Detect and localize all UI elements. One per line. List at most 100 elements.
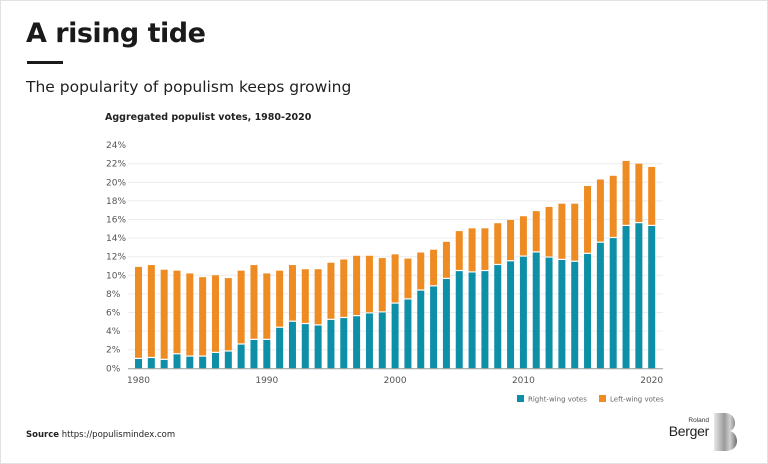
- bar-right-wing-1980: [135, 359, 142, 369]
- source-label: Source: [26, 430, 60, 440]
- bar-right-wing-1990: [263, 339, 271, 369]
- x-tick-label: 1980: [127, 376, 150, 386]
- bar-left-wing-2003: [430, 249, 438, 286]
- bar-left-wing-1987: [224, 278, 232, 351]
- bar-left-wing-1982: [160, 269, 168, 359]
- bar-right-wing-2019: [635, 223, 643, 369]
- legend-swatch-right-wing: [517, 395, 524, 402]
- bar-right-wing-1999: [378, 312, 386, 369]
- bar-left-wing-2013: [558, 203, 566, 259]
- bar-right-wing-2005: [455, 271, 463, 369]
- bar-right-wing-1983: [173, 354, 181, 369]
- bar-right-wing-2013: [558, 259, 566, 369]
- bar-right-wing-1985: [199, 356, 207, 369]
- bar-left-wing-2002: [417, 252, 425, 290]
- bar-right-wing-2017: [609, 238, 617, 369]
- bar-left-wing-2006: [468, 228, 476, 272]
- bar-right-wing-2018: [622, 226, 630, 369]
- y-tick-label: 6%: [106, 309, 121, 319]
- y-tick-label: 4%: [106, 327, 121, 337]
- bar-right-wing-2015: [584, 253, 592, 369]
- legend-label-right-wing: Right-wing votes: [528, 396, 587, 404]
- bar-right-wing-1996: [340, 318, 348, 369]
- bar-left-wing-2004: [442, 241, 450, 278]
- bar-right-wing-1995: [327, 319, 335, 369]
- bar-right-wing-2000: [391, 303, 399, 369]
- bar-right-wing-2001: [404, 299, 412, 369]
- x-tick-label: 1990: [255, 376, 278, 386]
- y-tick-label: 18%: [106, 197, 126, 207]
- bar-right-wing-2020: [648, 226, 656, 369]
- bar-left-wing-2020: [648, 166, 656, 225]
- bar-left-wing-1988: [237, 270, 245, 344]
- bar-right-wing-1991: [276, 327, 284, 369]
- title-divider: [27, 61, 63, 64]
- bar-right-wing-2012: [545, 257, 553, 369]
- bar-right-wing-2008: [494, 265, 502, 369]
- y-tick-label: 10%: [106, 271, 126, 281]
- logo-b-icon: [714, 413, 737, 451]
- bar-left-wing-2017: [609, 175, 617, 237]
- bar-left-wing-2016: [596, 179, 604, 242]
- bar-left-wing-2018: [622, 160, 630, 225]
- source-link[interactable]: https://populismindex.com: [61, 430, 176, 440]
- bar-left-wing-1993: [301, 269, 309, 323]
- bar-right-wing-1984: [186, 356, 194, 369]
- bar-right-wing-1982: [160, 359, 168, 369]
- bar-right-wing-2016: [596, 242, 604, 369]
- bar-right-wing-1981: [147, 358, 155, 369]
- page-title: A rising tide: [26, 18, 206, 49]
- bar-left-wing-2001: [404, 258, 412, 299]
- bar-right-wing-2014: [571, 261, 579, 369]
- legend-label-left-wing: Left-wing votes: [610, 396, 664, 404]
- bar-right-wing-2007: [481, 271, 489, 369]
- bar-left-wing-2008: [494, 223, 502, 264]
- bar-left-wing-1997: [353, 255, 361, 316]
- bar-left-wing-1994: [314, 269, 322, 325]
- bar-left-wing-1983: [173, 270, 181, 354]
- bar-right-wing-2010: [519, 256, 527, 369]
- y-tick-label: 8%: [106, 290, 121, 300]
- y-tick-label: 20%: [106, 178, 126, 188]
- page-subtitle: The popularity of populism keeps growing: [26, 78, 352, 96]
- bar-left-wing-1980: [135, 266, 142, 358]
- bar-right-wing-1992: [288, 321, 296, 369]
- chart-title: Aggregated populist votes, 1980-2020: [105, 112, 312, 123]
- bar-right-wing-2004: [442, 279, 450, 369]
- y-tick-label: 14%: [106, 234, 126, 244]
- bar-left-wing-1999: [378, 258, 386, 312]
- bar-left-wing-1986: [211, 275, 219, 352]
- bar-right-wing-1989: [250, 339, 258, 369]
- bar-left-wing-1985: [199, 277, 207, 356]
- source-note: Source https://populismindex.com: [26, 430, 175, 440]
- logo-text-top: Roland: [688, 417, 709, 424]
- y-tick-label: 22%: [106, 160, 126, 170]
- bar-left-wing-1996: [340, 259, 348, 317]
- bar-right-wing-1988: [237, 344, 245, 369]
- bar-left-wing-1990: [263, 273, 271, 339]
- bar-left-wing-2000: [391, 254, 399, 303]
- y-tick-label: 2%: [106, 346, 121, 356]
- x-tick-label: 2000: [384, 376, 407, 386]
- bar-left-wing-1989: [250, 265, 258, 339]
- y-tick-label: 24%: [106, 141, 126, 151]
- legend-swatch-left-wing: [599, 395, 606, 402]
- bar-right-wing-1986: [211, 352, 219, 369]
- bar-left-wing-2014: [571, 203, 579, 261]
- bar-right-wing-2003: [430, 286, 438, 369]
- bar-left-wing-2009: [507, 219, 515, 261]
- y-axis-ticks: 0% 2% 4% 6% 8% 10% 12% 14% 16% 18% 20% 22% 24%: [106, 141, 126, 374]
- legend: Right-wing votes Left-wing votes: [517, 395, 664, 404]
- bar-left-wing-2011: [532, 211, 540, 252]
- bar-left-wing-2010: [519, 216, 527, 256]
- bar-right-wing-2011: [532, 252, 540, 369]
- x-axis-ticks: 1980 1990 2000 2010 2020: [127, 368, 663, 386]
- bar-left-wing-2007: [481, 228, 489, 270]
- bars: [135, 160, 656, 369]
- bar-right-wing-1998: [365, 313, 373, 369]
- bar-left-wing-2015: [584, 186, 592, 253]
- bar-right-wing-1994: [314, 325, 322, 369]
- bar-left-wing-1992: [288, 265, 296, 321]
- bar-right-wing-2006: [468, 272, 476, 369]
